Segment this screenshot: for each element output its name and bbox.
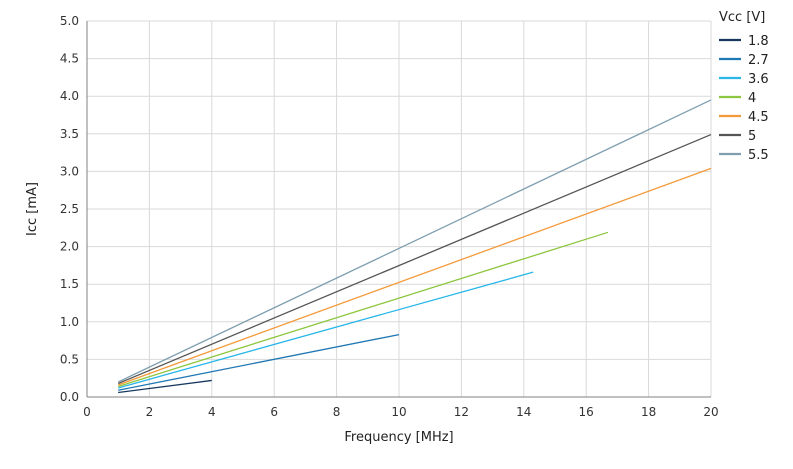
x-tick-label: 4 bbox=[208, 405, 216, 419]
y-tick-label: 2.5 bbox=[60, 202, 79, 216]
grid bbox=[86, 20, 712, 398]
legend-entry-label: 4.5 bbox=[748, 110, 769, 125]
x-tick-label: 6 bbox=[270, 405, 278, 419]
legend-title: Vcc [V] bbox=[719, 10, 765, 25]
axes bbox=[86, 21, 711, 398]
series-line-5 bbox=[117, 133, 712, 385]
y-tick-label: 4.5 bbox=[60, 52, 79, 66]
y-tick-label: 0.5 bbox=[60, 352, 79, 366]
legend-entry-label: 1.8 bbox=[748, 34, 769, 49]
x-tick-label: 14 bbox=[516, 405, 531, 419]
x-tick-label: 16 bbox=[579, 405, 594, 419]
y-axis-label: Icc [mA] bbox=[25, 182, 40, 236]
x-tick-labels: 0 2 4 6 8 10 12 14 16 18 20 bbox=[83, 405, 718, 419]
y-tick-label: 3.0 bbox=[60, 164, 79, 178]
x-tick-label: 12 bbox=[454, 405, 469, 419]
x-tick-label: 8 bbox=[333, 405, 341, 419]
series-line-5.5 bbox=[117, 99, 712, 383]
y-tick-labels: 0.0 0.5 1.0 1.5 2.0 2.5 3.0 3.5 4.0 4.5 5.0 bbox=[60, 14, 79, 404]
y-tick-label: 2.0 bbox=[60, 240, 79, 254]
series-line-4 bbox=[118, 231, 609, 388]
y-tick-label: 1.5 bbox=[60, 277, 79, 291]
series-line-2.7 bbox=[118, 333, 400, 391]
y-tick-label: 1.0 bbox=[60, 315, 79, 329]
y-tick-label: 4.0 bbox=[60, 89, 79, 103]
legend-entry-label: 5.5 bbox=[748, 148, 769, 163]
x-tick-label: 18 bbox=[641, 405, 656, 419]
y-tick-label: 0.0 bbox=[60, 390, 79, 404]
legend-entry-label: 3.6 bbox=[748, 72, 769, 87]
series-line-4.5 bbox=[117, 167, 712, 386]
series-line-3.6 bbox=[118, 271, 534, 389]
y-tick-label: 3.5 bbox=[60, 127, 79, 141]
x-axis-label: Frequency [MHz] bbox=[344, 430, 453, 445]
x-tick-label: 0 bbox=[83, 405, 91, 419]
legend-entry-label: 5 bbox=[748, 129, 756, 144]
y-tick-label: 5.0 bbox=[60, 14, 79, 28]
x-tick-label: 10 bbox=[391, 405, 406, 419]
legend: Vcc [V] 1.8 2.7 3.6 4 4.5 5 5.5 bbox=[719, 10, 769, 163]
legend-entry-label: 2.7 bbox=[748, 53, 769, 68]
x-tick-label: 20 bbox=[703, 405, 718, 419]
legend-entry-label: 4 bbox=[748, 91, 756, 106]
x-tick-label: 2 bbox=[146, 405, 154, 419]
series-lines bbox=[117, 99, 712, 394]
series-line-1.8 bbox=[118, 379, 212, 394]
